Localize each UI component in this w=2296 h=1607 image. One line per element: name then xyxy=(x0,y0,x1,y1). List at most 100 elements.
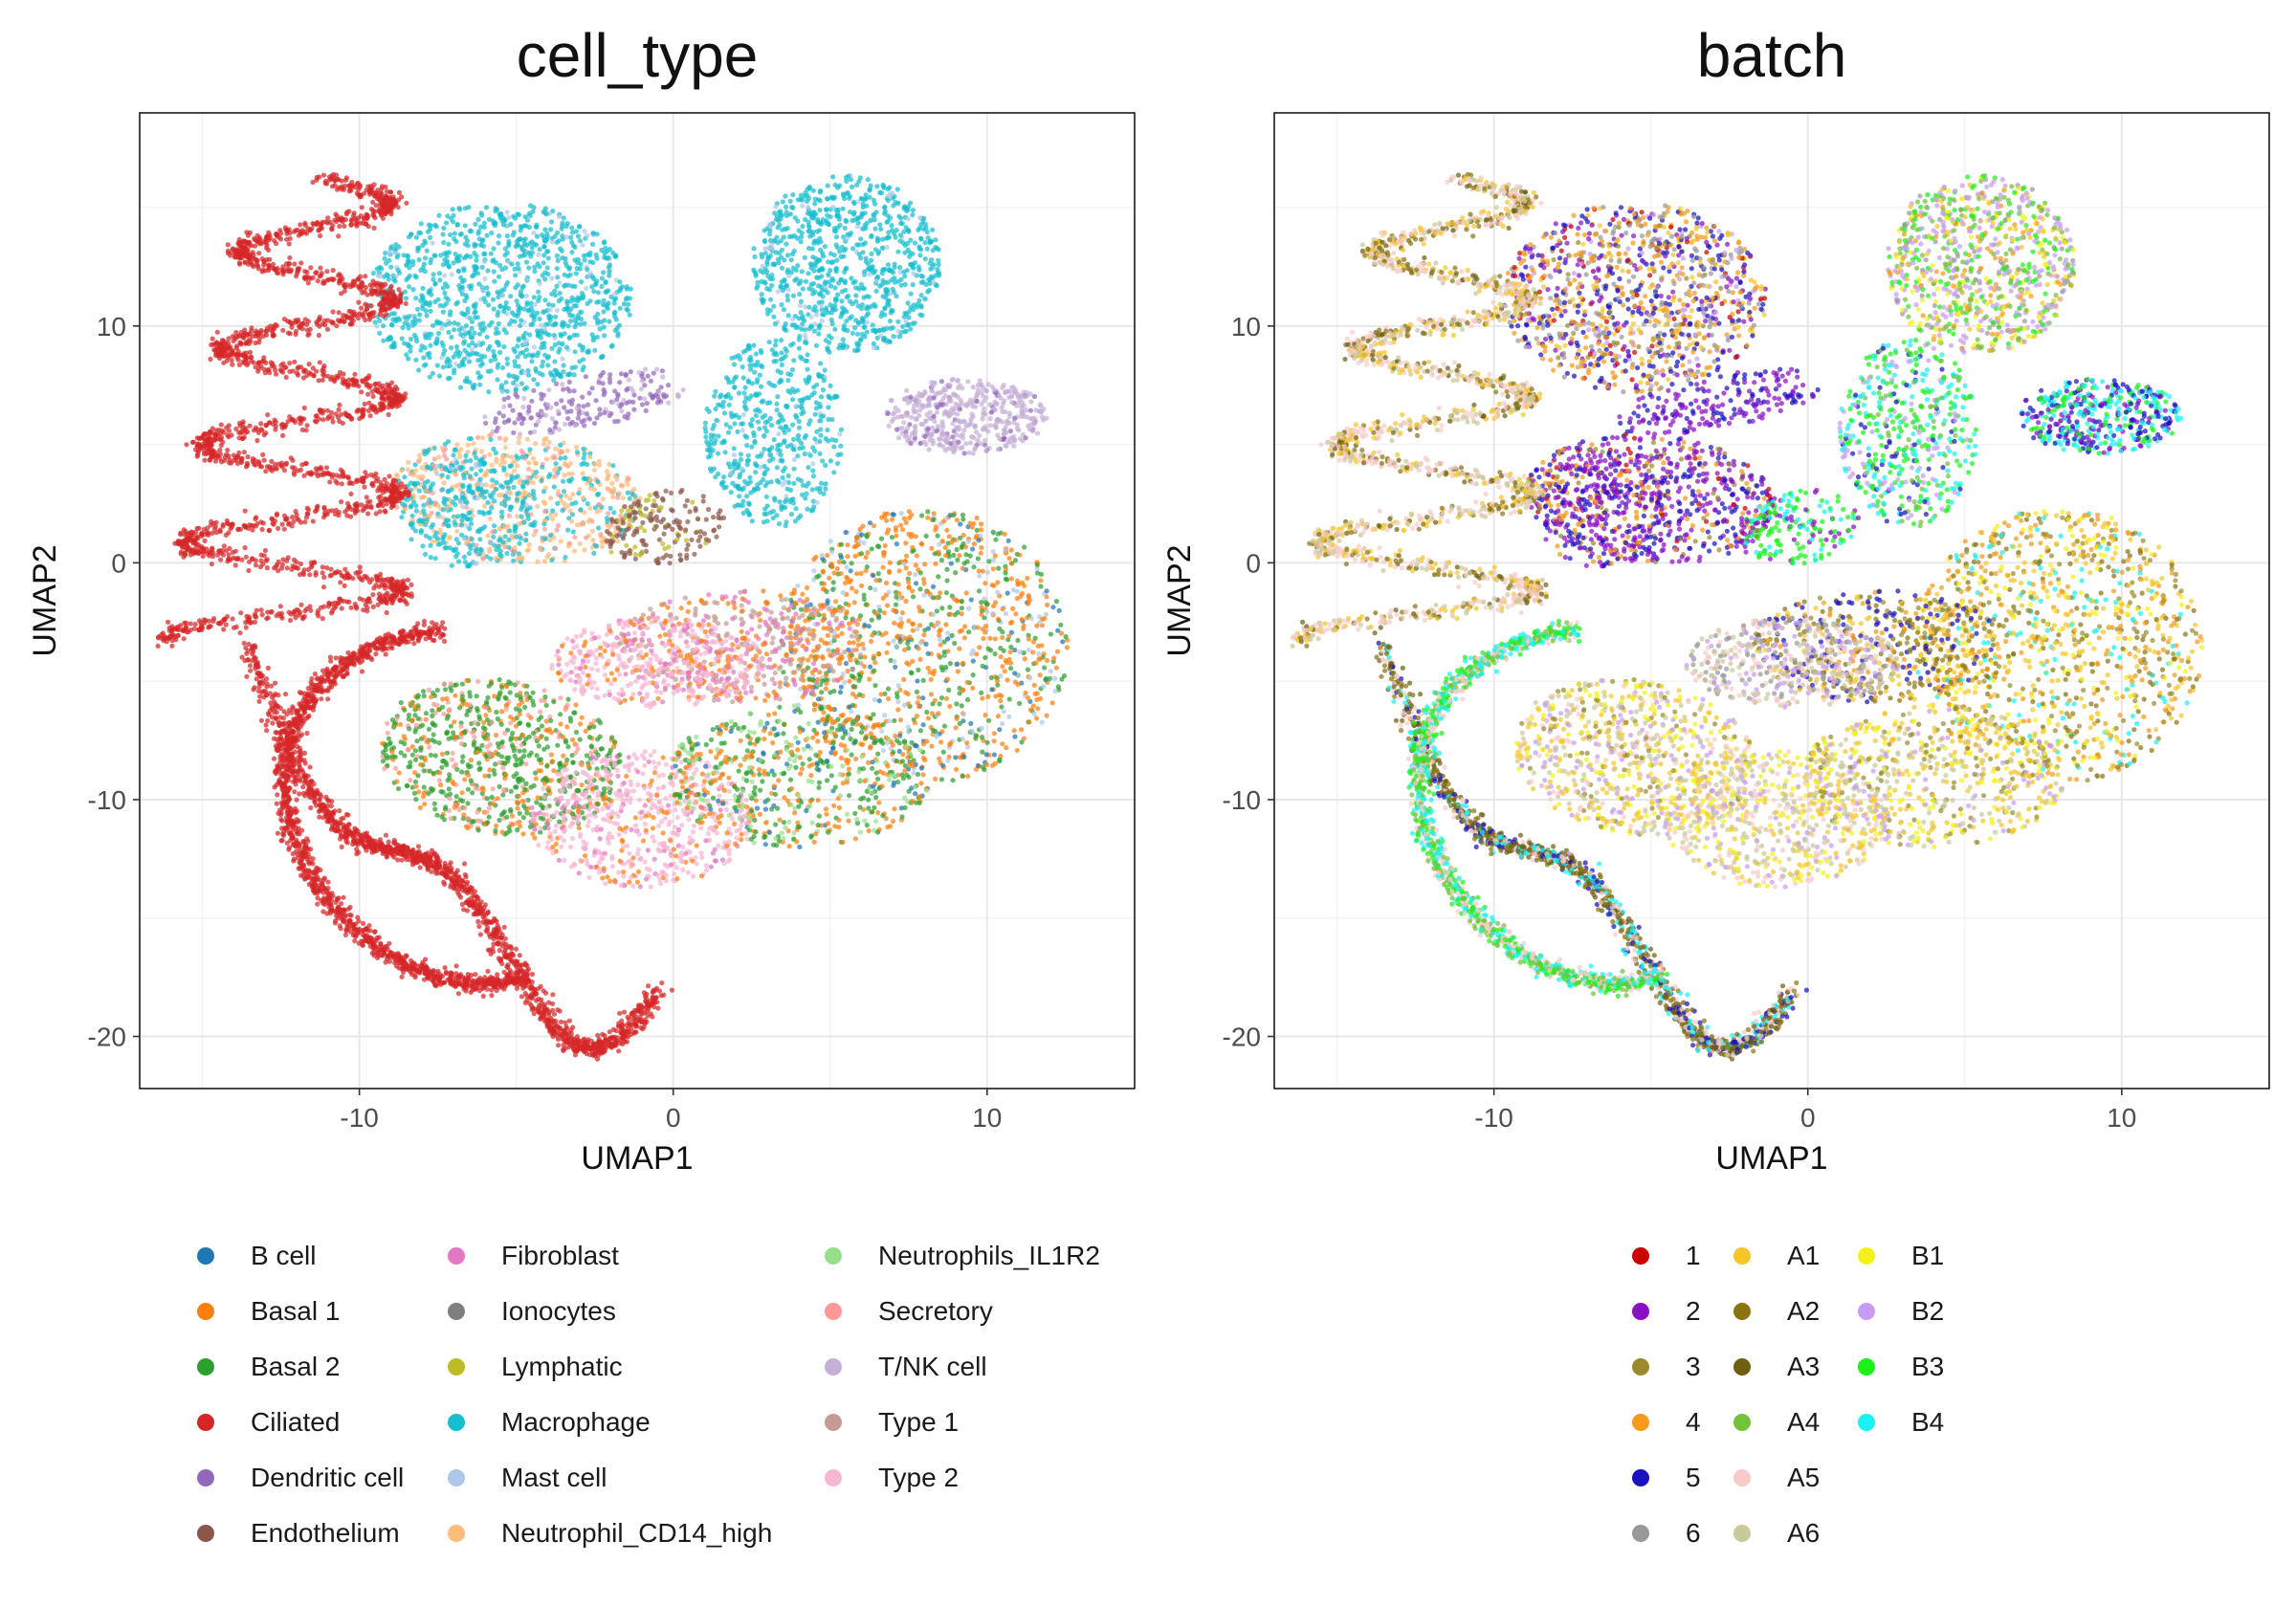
scatter-point xyxy=(1038,656,1043,661)
scatter-point xyxy=(976,763,981,768)
scatter-point xyxy=(506,485,511,490)
scatter-point xyxy=(555,266,560,271)
scatter-point xyxy=(595,319,600,323)
scatter-point xyxy=(804,492,808,496)
scatter-point xyxy=(996,714,1001,718)
scatter-point xyxy=(540,465,544,470)
scatter-point xyxy=(805,395,809,400)
scatter-point xyxy=(904,433,909,438)
scatter-point xyxy=(430,481,435,486)
scatter-point xyxy=(711,515,716,519)
scatter-point xyxy=(567,496,572,501)
scatter-point xyxy=(806,376,811,381)
scatter-point xyxy=(897,568,902,573)
scatter-point xyxy=(524,276,529,281)
scatter-point xyxy=(443,467,448,472)
scatter-point xyxy=(754,351,759,356)
scatter-point xyxy=(533,302,538,307)
scatter-point xyxy=(889,308,894,313)
scatter-point xyxy=(863,240,868,245)
scatter-point xyxy=(477,458,482,463)
scatter-point xyxy=(489,484,494,489)
scatter-point xyxy=(519,449,524,453)
scatter-point xyxy=(892,621,896,626)
scatter-point xyxy=(383,256,387,261)
scatter-point xyxy=(982,411,987,416)
scatter-point xyxy=(381,339,386,343)
scatter-point xyxy=(1012,416,1017,421)
scatter-point xyxy=(500,365,505,370)
scatter-point xyxy=(513,392,518,397)
scatter-point xyxy=(452,236,456,241)
scatter-point xyxy=(494,416,498,421)
scatter-point xyxy=(480,341,485,345)
scatter-point xyxy=(536,412,541,417)
scatter-point xyxy=(981,636,985,641)
scatter-point xyxy=(913,240,917,245)
scatter-point xyxy=(523,214,528,219)
scatter-point xyxy=(456,269,461,274)
scatter-point xyxy=(468,458,473,463)
scatter-point xyxy=(575,450,580,454)
scatter-point xyxy=(985,570,990,575)
scatter-point xyxy=(948,441,953,446)
scatter-point xyxy=(572,245,577,250)
scatter-point xyxy=(721,474,726,479)
scatter-point xyxy=(1025,615,1029,620)
scatter-point xyxy=(846,669,850,673)
scatter-point xyxy=(686,542,691,547)
scatter-point xyxy=(541,437,546,442)
scatter-point xyxy=(917,623,922,627)
scatter-point xyxy=(891,334,895,339)
scatter-point xyxy=(759,363,763,368)
scatter-point xyxy=(654,524,659,529)
scatter-point xyxy=(920,279,925,284)
scatter-point xyxy=(855,199,860,204)
scatter-point xyxy=(417,257,422,262)
scatter-point xyxy=(805,381,809,385)
scatter-point xyxy=(497,350,502,355)
scatter-point xyxy=(502,524,507,529)
scatter-point xyxy=(967,451,972,455)
scatter-point xyxy=(727,403,732,407)
scatter-point xyxy=(782,307,786,312)
scatter-point xyxy=(818,292,823,297)
scatter-point xyxy=(477,537,482,541)
scatter-point xyxy=(1031,421,1036,426)
scatter-point xyxy=(996,447,1001,451)
scatter-point xyxy=(481,512,486,517)
scatter-point xyxy=(813,412,818,417)
scatter-point xyxy=(780,248,784,253)
scatter-point xyxy=(780,266,784,271)
scatter-point xyxy=(694,508,698,513)
scatter-point xyxy=(692,552,696,557)
scatter-point xyxy=(808,315,813,319)
scatter-point xyxy=(865,550,870,555)
scatter-point xyxy=(939,695,944,700)
scatter-point xyxy=(580,243,585,248)
scatter-point xyxy=(420,243,425,248)
scatter-point xyxy=(848,209,852,214)
scatter-point xyxy=(428,343,432,348)
scatter-point xyxy=(578,238,583,243)
scatter-point xyxy=(567,380,572,385)
scatter-point xyxy=(732,421,737,426)
scatter-point xyxy=(697,544,702,549)
scatter-point xyxy=(1058,623,1063,627)
scatter-point xyxy=(531,489,536,494)
scatter-point xyxy=(721,516,726,520)
scatter-point xyxy=(741,486,746,491)
scatter-point xyxy=(400,325,405,330)
scatter-point xyxy=(799,327,804,332)
scatter-point xyxy=(547,472,552,476)
scatter-point xyxy=(489,463,494,468)
scatter-point xyxy=(609,540,614,545)
scatter-point xyxy=(440,473,445,477)
scatter-point xyxy=(779,338,784,342)
scatter-point xyxy=(937,757,941,761)
scatter-point xyxy=(1042,665,1047,670)
scatter-point xyxy=(788,443,793,448)
scatter-point xyxy=(835,292,840,297)
scatter-point xyxy=(821,217,826,222)
scatter-point xyxy=(491,491,496,495)
